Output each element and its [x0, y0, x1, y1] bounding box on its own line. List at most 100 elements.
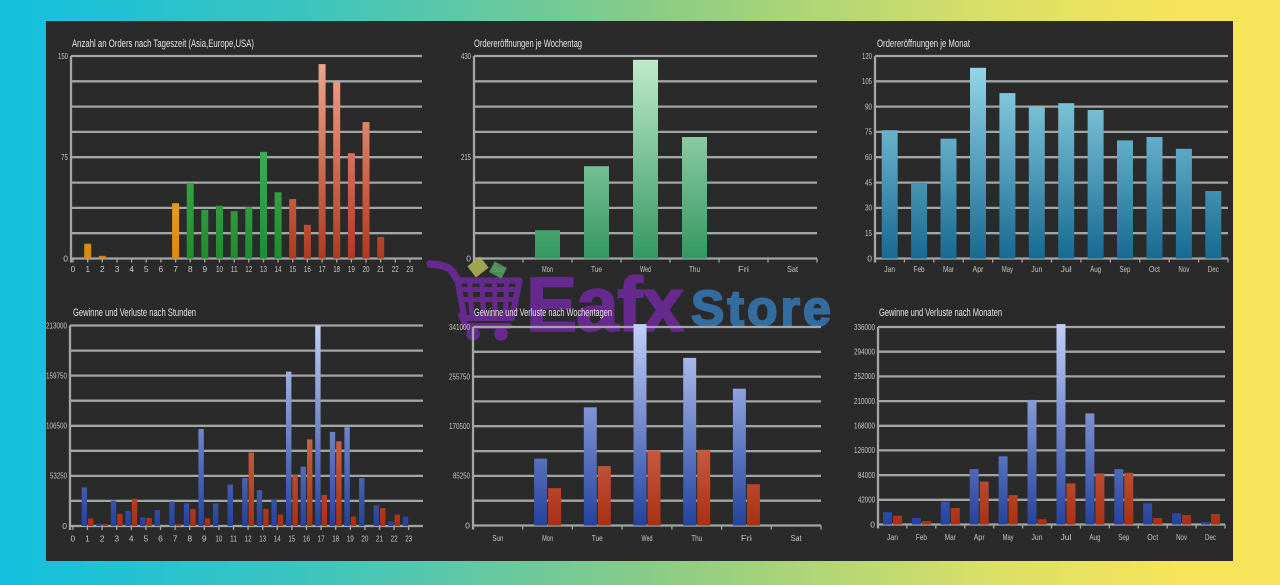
svg-text:Sat: Sat — [787, 264, 799, 274]
svg-text:15: 15 — [288, 534, 295, 544]
svg-text:430: 430 — [461, 51, 471, 61]
svg-text:3: 3 — [114, 534, 119, 544]
svg-text:0: 0 — [465, 520, 470, 530]
svg-text:53250: 53250 — [50, 471, 67, 481]
svg-text:17: 17 — [319, 264, 326, 274]
svg-text:3: 3 — [115, 264, 120, 274]
svg-text:21: 21 — [377, 264, 384, 274]
svg-text:120: 120 — [862, 51, 872, 61]
svg-text:5: 5 — [144, 534, 149, 544]
svg-text:17: 17 — [318, 534, 325, 544]
svg-text:Anzahl an Orders nach Tageszei: Anzahl an Orders nach Tageszeit (Asia,Eu… — [72, 38, 254, 50]
svg-text:2: 2 — [100, 264, 105, 274]
svg-text:Dec: Dec — [1208, 264, 1220, 274]
svg-text:Feb: Feb — [916, 532, 927, 542]
svg-text:1: 1 — [85, 534, 90, 544]
svg-text:252000: 252000 — [854, 371, 875, 381]
svg-text:75: 75 — [865, 127, 872, 137]
svg-text:60: 60 — [865, 152, 872, 162]
svg-text:294000: 294000 — [854, 347, 875, 357]
svg-text:105: 105 — [862, 76, 872, 86]
svg-text:18: 18 — [333, 264, 340, 274]
svg-text:15: 15 — [289, 264, 296, 274]
svg-text:Jun: Jun — [1031, 264, 1042, 274]
svg-text:Oct: Oct — [1147, 532, 1159, 542]
svg-text:10: 10 — [215, 534, 222, 544]
svg-text:12: 12 — [245, 264, 252, 274]
svg-text:May: May — [1002, 264, 1014, 274]
svg-text:Gewinne und Verluste nach Stun: Gewinne und Verluste nach Stunden — [73, 307, 196, 319]
svg-text:Nov: Nov — [1178, 264, 1190, 274]
svg-text:0: 0 — [870, 519, 875, 529]
svg-text:Jul: Jul — [1061, 264, 1072, 274]
svg-text:170500: 170500 — [449, 421, 470, 431]
svg-text:Jan: Jan — [887, 532, 898, 542]
svg-text:42000: 42000 — [858, 495, 875, 505]
svg-text:45: 45 — [865, 177, 872, 187]
svg-text:13: 13 — [260, 264, 267, 274]
svg-text:14: 14 — [275, 264, 282, 274]
svg-text:Thu: Thu — [691, 533, 702, 543]
svg-text:Oct: Oct — [1149, 264, 1161, 274]
svg-text:0: 0 — [71, 534, 76, 544]
svg-text:84000: 84000 — [858, 470, 875, 480]
svg-text:15: 15 — [865, 228, 872, 238]
svg-text:21: 21 — [376, 534, 383, 544]
svg-text:Jun: Jun — [1032, 532, 1043, 542]
svg-text:23: 23 — [405, 534, 412, 544]
svg-text:0: 0 — [63, 253, 68, 263]
svg-text:Wed: Wed — [642, 533, 653, 543]
svg-text:90: 90 — [865, 101, 872, 111]
svg-text:7: 7 — [173, 264, 178, 274]
svg-text:Sun: Sun — [492, 533, 503, 543]
svg-text:10: 10 — [216, 264, 223, 274]
svg-text:Sep: Sep — [1118, 532, 1129, 542]
svg-text:Thu: Thu — [689, 264, 700, 274]
svg-text:18: 18 — [332, 534, 339, 544]
svg-text:Fri: Fri — [741, 533, 752, 543]
svg-text:30: 30 — [865, 203, 872, 213]
svg-text:Jul: Jul — [1061, 532, 1072, 542]
svg-text:22: 22 — [391, 534, 398, 544]
svg-text:106500: 106500 — [46, 421, 67, 431]
svg-text:20: 20 — [361, 534, 368, 544]
svg-text:Gewinne und Verluste nach Mona: Gewinne und Verluste nach Monaten — [879, 307, 1002, 319]
svg-text:Mar: Mar — [945, 532, 956, 542]
svg-text:2: 2 — [100, 534, 105, 544]
svg-text:75: 75 — [61, 152, 68, 162]
svg-text:Wed: Wed — [640, 264, 651, 274]
svg-text:Aug: Aug — [1090, 264, 1101, 274]
svg-text:Tue: Tue — [592, 533, 603, 543]
svg-text:150: 150 — [58, 51, 68, 61]
svg-text:159750: 159750 — [46, 370, 67, 380]
svg-text:Jan: Jan — [884, 264, 895, 274]
svg-text:12: 12 — [245, 534, 252, 544]
svg-text:13: 13 — [259, 534, 266, 544]
svg-text:Ordereröffnungen je Monat: Ordereröffnungen je Monat — [877, 38, 970, 50]
svg-text:Apr: Apr — [973, 264, 984, 274]
svg-text:Nov: Nov — [1176, 532, 1188, 542]
svg-text:Feb: Feb — [914, 264, 925, 274]
svg-text:4: 4 — [129, 264, 134, 274]
svg-text:11: 11 — [231, 264, 238, 274]
svg-text:7: 7 — [173, 534, 178, 544]
svg-text:Mon: Mon — [542, 533, 553, 543]
svg-text:4: 4 — [129, 534, 134, 544]
svg-text:0: 0 — [71, 264, 76, 274]
svg-text:Fri: Fri — [738, 264, 749, 274]
svg-text:Apr: Apr — [974, 532, 985, 542]
svg-text:8: 8 — [187, 534, 192, 544]
svg-text:19: 19 — [347, 534, 354, 544]
svg-text:5: 5 — [144, 264, 149, 274]
svg-text:336000: 336000 — [854, 322, 875, 332]
svg-text:0: 0 — [62, 521, 67, 531]
svg-text:85250: 85250 — [453, 471, 470, 481]
svg-text:9: 9 — [202, 264, 207, 274]
svg-text:213000: 213000 — [46, 320, 67, 330]
svg-text:14: 14 — [274, 534, 281, 544]
svg-text:19: 19 — [348, 264, 355, 274]
svg-text:20: 20 — [363, 264, 370, 274]
svg-text:Tue: Tue — [591, 264, 602, 274]
svg-text:168000: 168000 — [854, 421, 875, 431]
svg-text:Gewinne und Verluste nach Woch: Gewinne und Verluste nach Wochentagen — [474, 307, 612, 319]
